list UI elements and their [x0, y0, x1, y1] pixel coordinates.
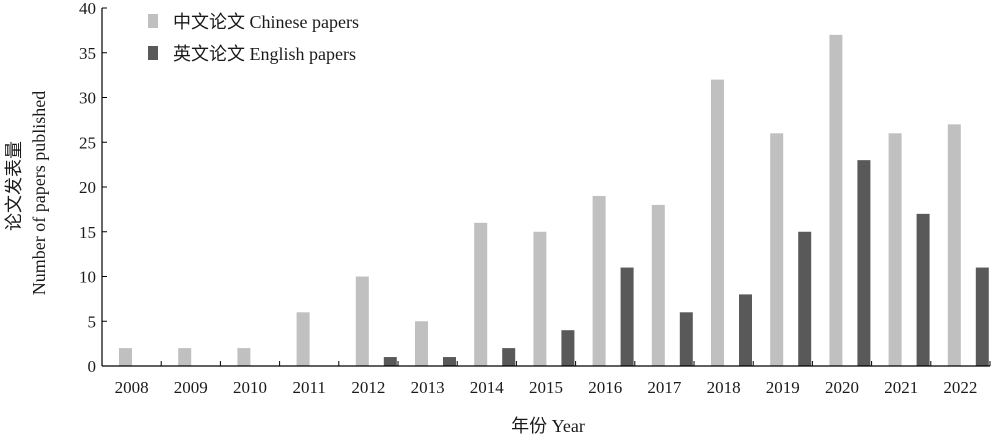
bar-english-2017	[679, 312, 693, 366]
y-axis-title: 论文发表量 Number of papers published	[4, 91, 49, 295]
legend: 中文论文 Chinese papers 英文论文 English papers	[148, 12, 359, 64]
x-tick-label-2017: 2017	[647, 378, 682, 397]
bar-chinese-2010	[237, 348, 251, 366]
y-tick-label-20: 20	[79, 178, 96, 197]
bar-english-2019	[798, 231, 812, 366]
bars-group	[119, 34, 989, 366]
bar-chinese-2015	[533, 231, 547, 366]
bar-chinese-2014	[474, 222, 488, 366]
y-tick-label-5: 5	[88, 312, 97, 331]
bar-chinese-2008	[119, 348, 132, 366]
y-tick-label-0: 0	[88, 357, 97, 376]
legend-label-chinese: 中文论文 Chinese papers	[173, 12, 359, 32]
x-tick-label-2013: 2013	[411, 378, 445, 397]
y-tick-label-40: 40	[79, 0, 96, 18]
bar-chinese-2013	[415, 321, 428, 366]
x-tick-label-2022: 2022	[943, 378, 977, 397]
x-tick-label-2014: 2014	[470, 378, 505, 397]
x-tick-label-2011: 2011	[293, 378, 326, 397]
x-tick-label-2016: 2016	[588, 378, 622, 397]
bar-chinese-2011	[296, 312, 310, 366]
y-tick-label-35: 35	[79, 44, 96, 63]
bar-english-2022	[975, 267, 989, 366]
bar-chinese-2018	[711, 79, 724, 366]
legend-swatch-english	[148, 46, 158, 60]
x-tick-label-2018: 2018	[707, 378, 741, 397]
x-tick-label-2021: 2021	[884, 378, 918, 397]
x-tick-label-2010: 2010	[233, 378, 267, 397]
x-tick-label-2008: 2008	[115, 378, 149, 397]
bar-chinese-2017	[651, 204, 665, 366]
bar-english-2013	[443, 357, 456, 366]
x-tick-label-2012: 2012	[351, 378, 385, 397]
bar-chinese-2019	[770, 133, 784, 366]
bar-english-2012	[383, 357, 397, 366]
bar-chinese-2009	[178, 348, 192, 366]
bar-chinese-2020	[829, 34, 843, 366]
x-tick-label-2009: 2009	[174, 378, 208, 397]
bar-chinese-2021	[888, 133, 902, 366]
legend-label-english: 英文论文 English papers	[173, 44, 356, 64]
ticks-group: 0 5 10 15 20 25 30 35 40 2008 2009 2010 2011 2012 2013…	[79, 0, 991, 397]
bar-chinese-2016	[592, 195, 606, 366]
x-axis-title: 年份 Year	[511, 416, 585, 436]
bar-english-2018	[739, 294, 752, 366]
bar-chinese-2012	[355, 276, 369, 366]
x-tick-label-2020: 2020	[825, 378, 859, 397]
y-tick-label-25: 25	[79, 133, 96, 152]
y-axis-title-line1: 论文发表量	[4, 141, 24, 231]
bar-chinese-2022	[947, 124, 961, 366]
bar-english-2021	[916, 213, 930, 366]
y-tick-label-10: 10	[79, 268, 96, 287]
x-tick-label-2019: 2019	[766, 378, 800, 397]
y-tick-label-15: 15	[79, 223, 96, 242]
y-axis-title-line2: Number of papers published	[29, 91, 49, 295]
bar-english-2016	[620, 267, 634, 366]
x-tick-label-2015: 2015	[529, 378, 563, 397]
bar-english-2020	[857, 160, 871, 366]
bar-english-2015	[561, 330, 575, 366]
legend-swatch-chinese	[148, 14, 158, 28]
y-tick-label-30: 30	[79, 89, 96, 108]
bar-english-2014	[502, 348, 516, 366]
